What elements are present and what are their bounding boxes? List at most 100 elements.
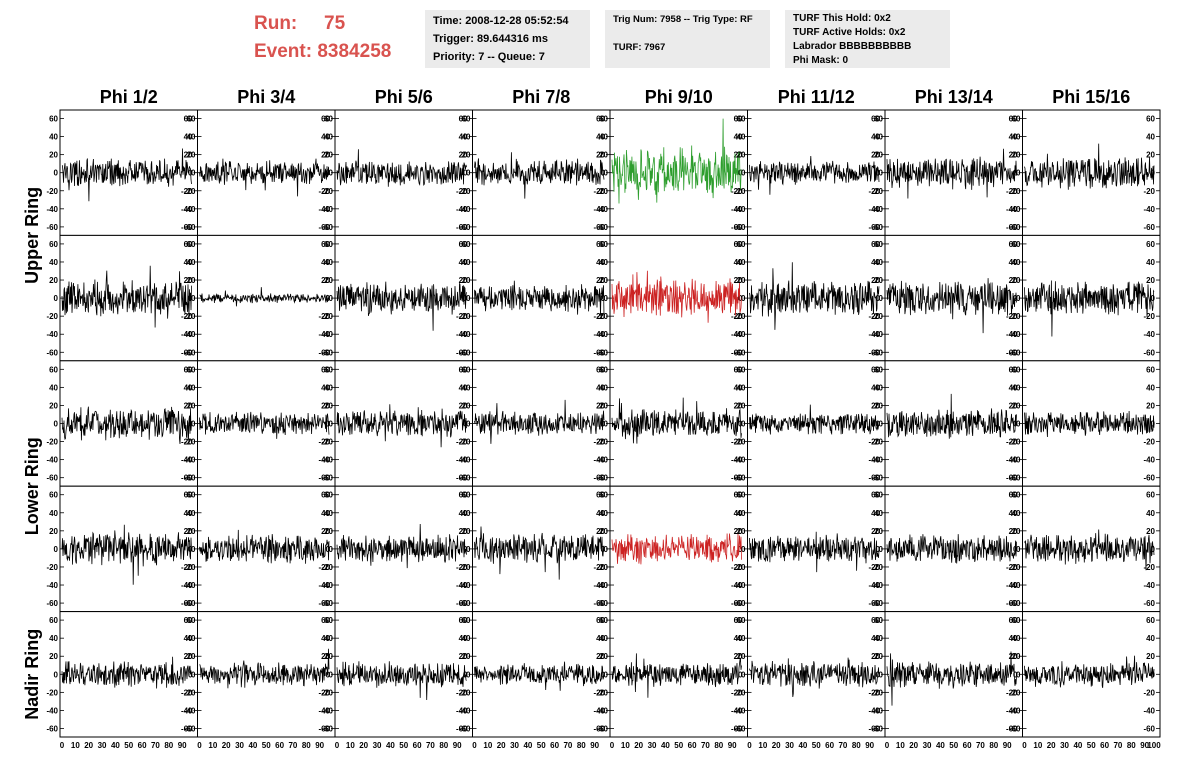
y-tick-label: 40 xyxy=(871,634,880,643)
y-tick-label: -20 xyxy=(321,438,333,447)
y-tick-label: 0 xyxy=(54,670,59,679)
y-tick-label: -20 xyxy=(181,688,193,697)
y-tick-label: -20 xyxy=(456,563,468,572)
x-tick-label: 80 xyxy=(1127,741,1136,750)
waveform-trace xyxy=(886,148,1017,199)
y-tick-label: 20 xyxy=(321,151,330,160)
y-tick-label: 20 xyxy=(49,401,58,410)
y-tick-label: 40 xyxy=(737,634,746,643)
waveform-trace xyxy=(1024,529,1155,571)
x-tick-label: 80 xyxy=(439,741,448,750)
y-tick-label: -20 xyxy=(734,312,746,321)
y-tick-label: -20 xyxy=(456,187,468,196)
y-tick-label: -40 xyxy=(731,706,743,715)
trig-num-text: Trig Num: 7958 -- Trig Type: RF xyxy=(613,14,753,25)
y-tick-label: 60 xyxy=(324,240,333,249)
x-tick-label: 60 xyxy=(275,741,284,750)
waveform-panel: -60 -60 -40 -40 -20 -20 0 0 20 20 40 40 60 60 xyxy=(871,360,1023,487)
y-tick-label: 60 xyxy=(184,240,193,249)
y-tick-label: 0 xyxy=(879,169,884,178)
y-tick-label: 0 xyxy=(466,420,471,429)
x-tick-label: 40 xyxy=(936,741,945,750)
waveform-trace xyxy=(474,661,605,691)
y-tick-label: -40 xyxy=(456,205,468,214)
y-tick-label: -60 xyxy=(868,474,880,483)
y-tick-label: 40 xyxy=(737,133,746,142)
x-tick-label: 20 xyxy=(634,741,643,750)
y-tick-label: -20 xyxy=(731,688,743,697)
waveform-trace xyxy=(336,281,467,331)
y-tick-label: -40 xyxy=(318,456,330,465)
y-tick-label: 20 xyxy=(1146,401,1155,410)
y-tick-label: 20 xyxy=(737,652,746,661)
time-info-box: Time: 2008-12-28 05:52:54 Trigger: 89.64… xyxy=(425,10,590,68)
y-tick-label: 20 xyxy=(737,401,746,410)
x-tick-label: 10 xyxy=(1033,741,1042,750)
y-tick-label: -60 xyxy=(868,724,880,733)
y-tick-label: -60 xyxy=(1006,348,1018,357)
y-tick-label: 60 xyxy=(1012,115,1021,124)
y-tick-label: -20 xyxy=(1143,187,1155,196)
y-tick-label: 60 xyxy=(737,616,746,625)
y-tick-label: 40 xyxy=(184,509,193,518)
y-tick-label: -40 xyxy=(321,456,333,465)
y-tick-label: -40 xyxy=(459,205,471,214)
x-tick-label: 90 xyxy=(315,741,324,750)
y-tick-label: 20 xyxy=(462,527,471,536)
y-tick-label: -40 xyxy=(459,330,471,339)
y-tick-label: -60 xyxy=(734,348,746,357)
y-tick-label: -60 xyxy=(868,223,880,232)
waveform-panel: -60 -60 -40 -40 -20 -20 0 0 20 20 40 40 60 60 xyxy=(46,611,198,738)
y-tick-label: -40 xyxy=(596,330,608,339)
y-tick-label: -40 xyxy=(318,205,330,214)
x-tick-label: 80 xyxy=(714,741,723,750)
run-event-box: Run: 75 Event: 8384258 xyxy=(254,10,391,66)
waveform-trace xyxy=(886,534,1017,564)
y-tick-label: 40 xyxy=(459,509,468,518)
y-tick-label: 0 xyxy=(1013,670,1018,679)
y-tick-label: 60 xyxy=(321,616,330,625)
y-tick-label: 20 xyxy=(596,527,605,536)
y-tick-label: 40 xyxy=(49,383,58,392)
y-tick-label: 40 xyxy=(321,383,330,392)
y-tick-label: -40 xyxy=(734,330,746,339)
y-tick-label: -40 xyxy=(184,205,196,214)
y-tick-label: 40 xyxy=(1009,133,1018,142)
waveform-panel: -60 -60 -40 -40 -20 -20 0 0 20 20 40 40 60 60 xyxy=(734,485,886,613)
y-tick-label: 20 xyxy=(596,652,605,661)
y-tick-label: 40 xyxy=(462,258,471,267)
y-tick-label: 40 xyxy=(462,383,471,392)
x-tick-label: 80 xyxy=(852,741,861,750)
y-tick-label: -60 xyxy=(1009,223,1021,232)
y-tick-label: -40 xyxy=(46,330,58,339)
waveform-trace xyxy=(749,657,880,698)
turf-info-box: TURF This Hold: 0x2 TURF Active Holds: 0… xyxy=(785,10,950,68)
ring-label: Nadir Ring xyxy=(22,629,42,720)
y-tick-label: -20 xyxy=(321,187,333,196)
x-tick-label: 60 xyxy=(550,741,559,750)
y-tick-label: -60 xyxy=(459,474,471,483)
y-tick-label: 40 xyxy=(49,634,58,643)
y-tick-label: 0 xyxy=(466,670,471,679)
y-tick-label: -60 xyxy=(459,348,471,357)
y-tick-label: -20 xyxy=(868,563,880,572)
y-tick-label: -60 xyxy=(184,223,196,232)
panel-frame xyxy=(197,360,336,487)
y-tick-label: 20 xyxy=(462,276,471,285)
y-tick-label: 0 xyxy=(1016,420,1021,429)
y-tick-label: -60 xyxy=(46,599,58,608)
y-tick-label: -60 xyxy=(184,724,196,733)
y-tick-label: -20 xyxy=(181,563,193,572)
x-tick-label: 80 xyxy=(302,741,311,750)
x-tick-label: 40 xyxy=(248,741,257,750)
y-tick-label: 20 xyxy=(49,151,58,160)
column-header: Phi 15/16 xyxy=(1052,87,1130,107)
y-tick-label: 60 xyxy=(599,240,608,249)
y-tick-label: 40 xyxy=(1012,258,1021,267)
y-tick-label: 20 xyxy=(1009,527,1018,536)
y-tick-label: 20 xyxy=(874,276,883,285)
y-tick-label: 0 xyxy=(879,545,884,554)
y-tick-label: 20 xyxy=(184,276,193,285)
y-tick-label: 40 xyxy=(321,258,330,267)
